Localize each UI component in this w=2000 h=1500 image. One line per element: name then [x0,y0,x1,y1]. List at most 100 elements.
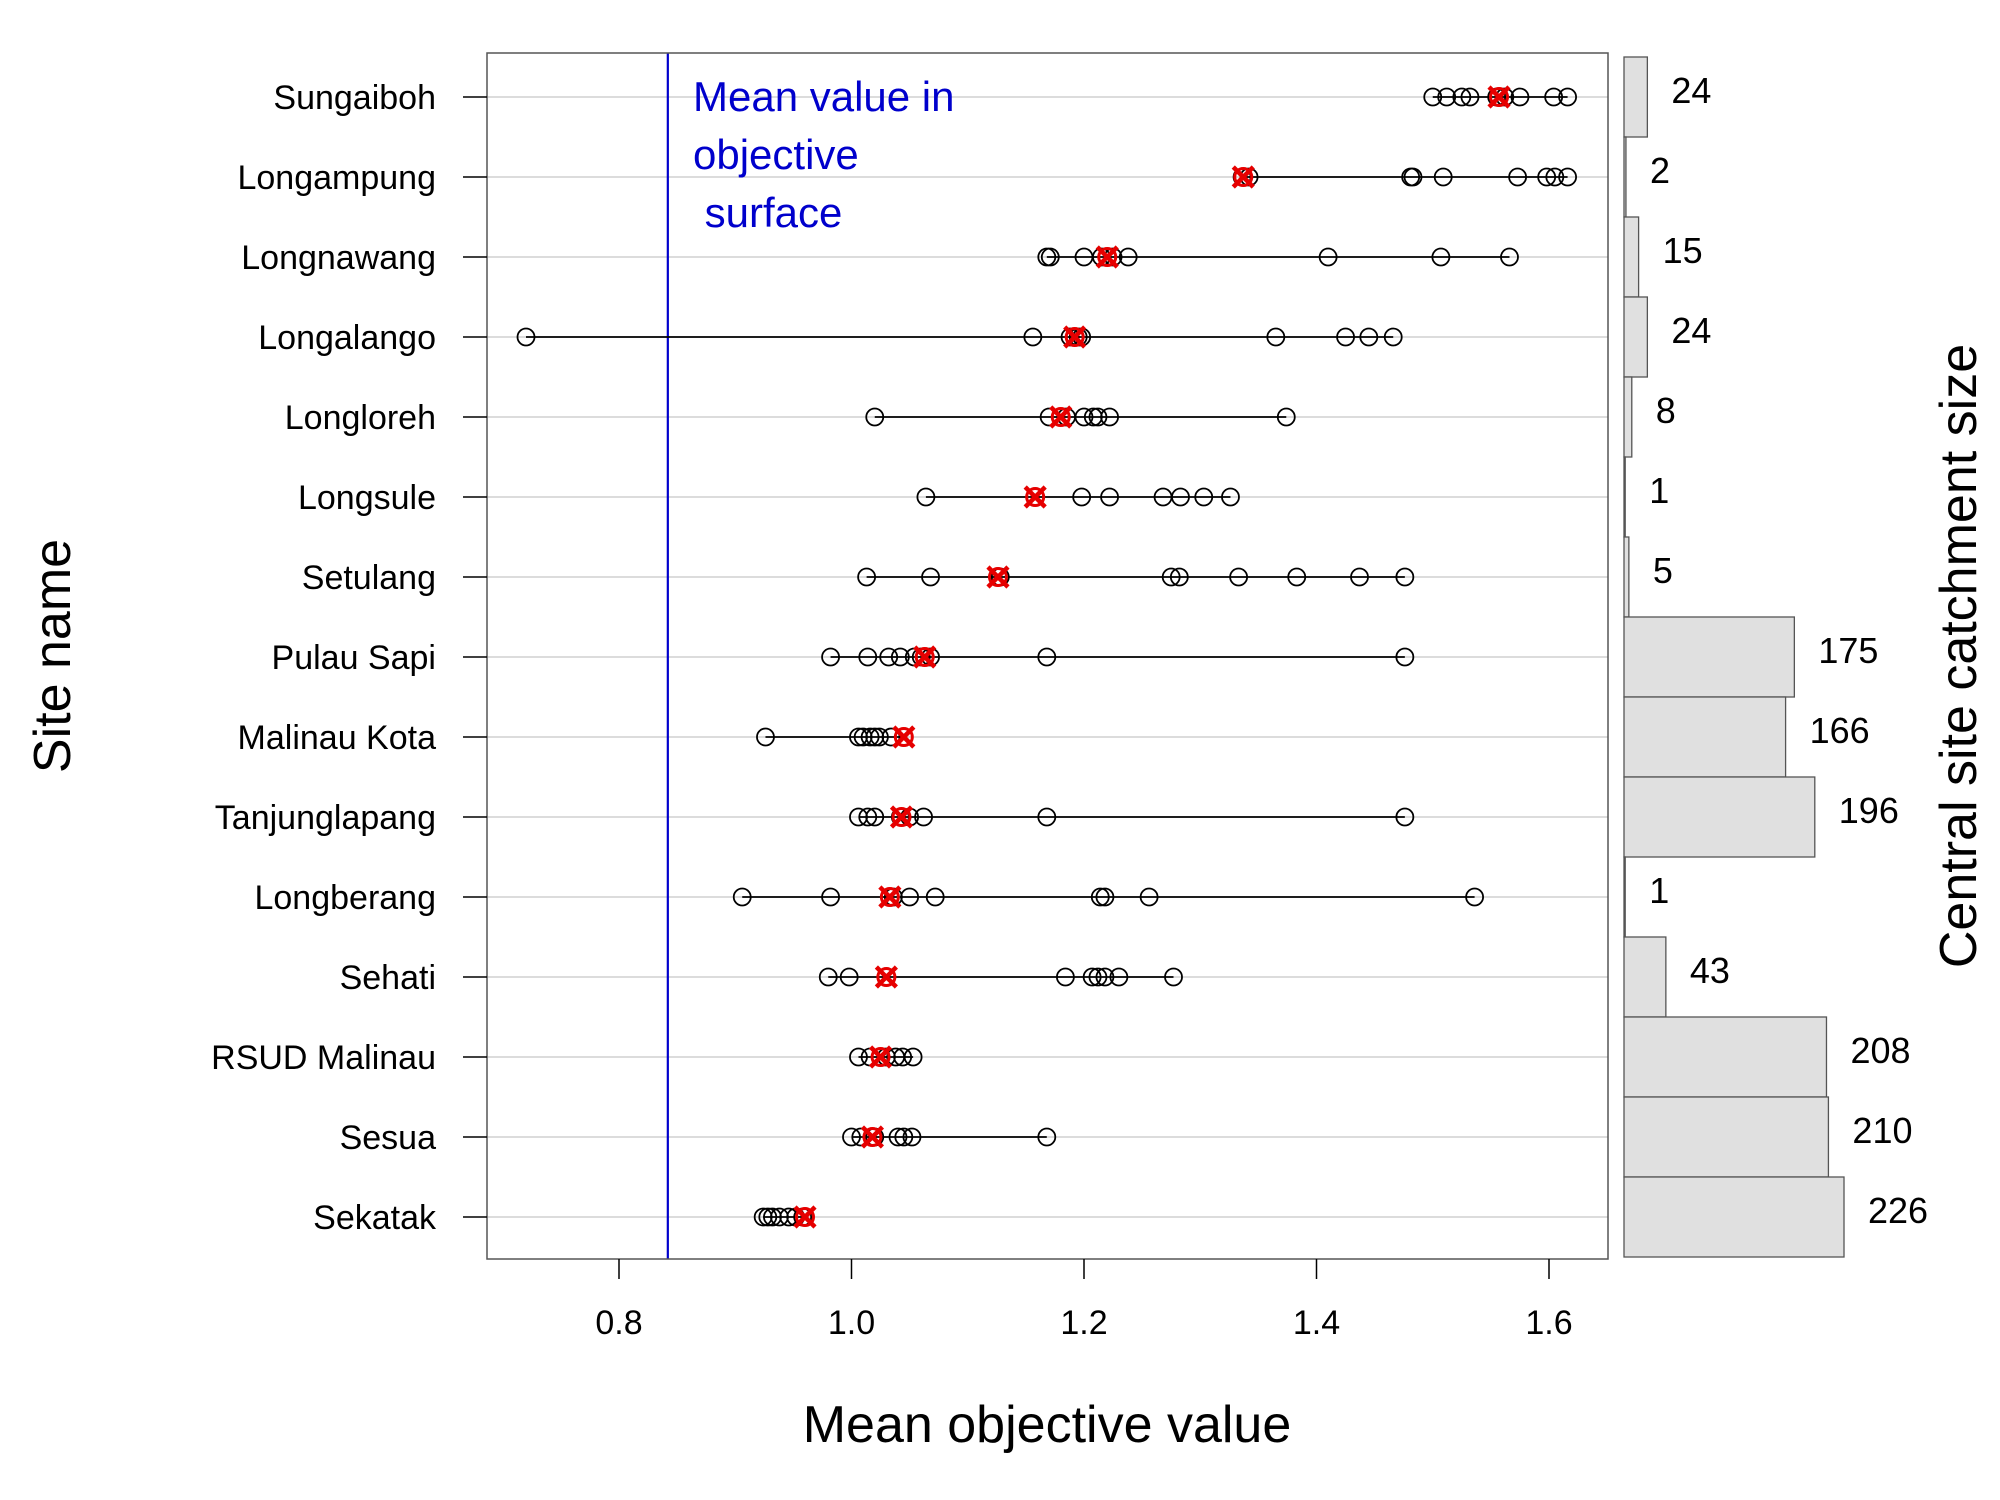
data-point [1090,887,1110,907]
data-point [1194,487,1214,507]
data-point [893,1047,913,1067]
highlight-marker [878,885,902,909]
data-point [821,887,840,907]
data-point [1336,327,1355,347]
data-point [870,727,889,747]
data-point [1510,87,1530,107]
x-tick-label: 1.2 [1060,1304,1107,1342]
highlight-marker [1231,165,1255,189]
data-point [902,1127,922,1147]
data-point [1037,647,1057,667]
highlight-marker [913,645,937,669]
site-label: Setulang [302,559,436,597]
x-axis-title: Mean objective value [803,1396,1292,1454]
highlight-marker [1095,245,1119,269]
data-point [1037,1127,1057,1147]
data-point [865,407,885,427]
data-point [879,647,899,667]
data-point [1023,327,1043,347]
data-point [1095,887,1115,907]
y-axis: Sungaiboh Longampung Longnawang Longalango L… [211,79,487,1237]
catchment-label: 208 [1850,1030,1910,1071]
highlight-marker [1023,485,1047,509]
catchment-bar [1623,1176,1845,1258]
data-point [1074,407,1094,427]
data-point [1164,967,1183,987]
catchment-label: 24 [1671,310,1711,351]
data-point [1395,647,1415,667]
data-point [839,967,859,987]
data-point [865,807,885,827]
catchment-label: 1 [1649,470,1669,511]
data-point [1169,567,1189,587]
x-tick-label: 1.0 [828,1304,875,1342]
site-label: Longalango [258,319,436,357]
data-point [1452,87,1472,107]
data-point [860,727,880,747]
site-label: Malinau Kota [238,719,437,757]
data-point [1221,487,1240,507]
data-point [1383,327,1403,347]
right-axis-title: Central site catchment size [1930,344,1988,968]
catchment-label: 210 [1852,1110,1912,1151]
catchment-label: 175 [1818,630,1878,671]
data-point [1118,247,1138,267]
x-tick-label: 1.6 [1525,1304,1572,1342]
data-point [881,727,901,747]
data-point [1040,247,1060,267]
highlight-marker [860,1125,885,1149]
catchment-label: 15 [1663,230,1703,271]
data-point [1544,87,1564,107]
data-point [1100,487,1119,507]
highlight-marker [793,1205,817,1229]
data-point [821,647,840,667]
data-point [921,567,940,587]
data-point [1423,87,1443,107]
site-label: Longsule [298,479,436,517]
data-point [849,1047,868,1067]
data-point [1100,407,1119,427]
data-point [1037,807,1057,827]
site-label: Sesua [340,1119,436,1157]
data-point [1395,567,1415,587]
x-tick-label: 1.4 [1293,1304,1340,1342]
highlight-marker [868,1045,893,1069]
site-label: Sehati [340,959,436,997]
data-point [1500,247,1519,267]
x-tick-label: 0.8 [595,1304,642,1342]
y-axis-title: Site name [24,539,82,773]
reference-line-annotation: Mean value in objective surface [693,73,955,236]
data-point [1082,967,1102,987]
highlight-marker [1049,405,1073,429]
data-point [903,1047,923,1067]
data-point [1437,87,1457,107]
catchment-bar [1623,456,1626,538]
catchment-label: 5 [1653,550,1673,591]
data-point [1460,87,1480,107]
catchment-bar [1623,216,1640,298]
catchment-bar [1623,376,1633,458]
data-point [1403,167,1423,187]
data-point [900,887,920,907]
site-label: Sekatak [313,1199,437,1237]
data-point [1139,887,1159,907]
data-point [894,1127,914,1147]
data-point [842,1127,861,1147]
site-label: RSUD Malinau [211,1039,436,1077]
highlight-marker [889,805,914,829]
data-point [888,1127,908,1147]
data-point [1537,167,1557,187]
data-layer [516,85,1577,1229]
data-point [1508,167,1528,187]
data-point [1395,807,1415,827]
data-point [890,647,910,667]
data-point [1545,167,1565,187]
data-point [516,327,536,347]
data-point [1229,567,1249,587]
data-point [914,807,933,827]
data-point [1431,247,1451,267]
data-point [1558,167,1577,187]
data-point [756,727,775,747]
data-point [858,647,878,667]
